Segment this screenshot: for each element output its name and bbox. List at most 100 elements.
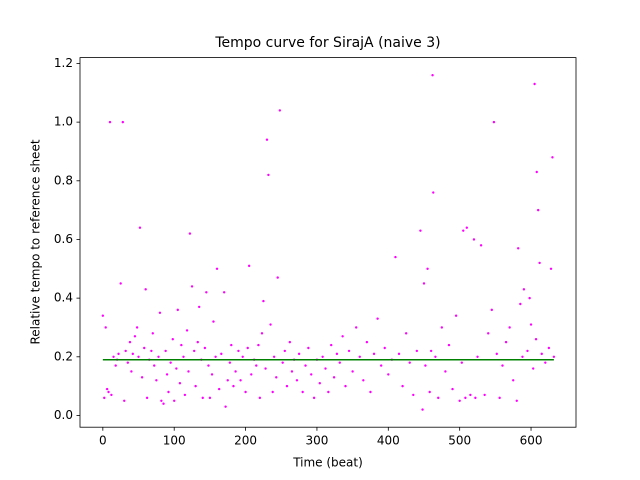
data-point [135, 326, 139, 329]
data-point [476, 355, 479, 358]
data-point [479, 244, 483, 247]
data-point [265, 138, 269, 141]
data-point [158, 311, 162, 314]
data-point [255, 364, 258, 367]
data-point [164, 349, 167, 353]
data-point [121, 120, 125, 124]
data-point [354, 326, 358, 329]
data-point [440, 326, 444, 329]
data-point [415, 349, 419, 353]
data-point [519, 302, 522, 306]
data-point [327, 390, 330, 394]
data-point [239, 379, 242, 382]
data-point [214, 355, 217, 358]
data-point [540, 352, 543, 356]
data-point [474, 396, 477, 400]
data-point [155, 379, 158, 382]
data-point [222, 291, 226, 294]
data-point [145, 396, 149, 400]
data-point [372, 352, 376, 356]
data-point [515, 399, 518, 402]
data-point [105, 387, 109, 391]
x-tick-label: 100 [163, 434, 186, 448]
data-point [257, 343, 260, 347]
data-point [165, 373, 169, 376]
data-point [362, 379, 365, 382]
x-tick-label: 400 [377, 434, 400, 448]
data-point [226, 379, 229, 382]
data-point [185, 329, 189, 332]
data-point [426, 267, 429, 270]
data-point [269, 323, 272, 326]
data-point [241, 355, 244, 358]
data-point [144, 288, 147, 291]
data-point [167, 390, 170, 394]
data-point [114, 364, 117, 367]
data-point [332, 376, 336, 379]
data-point [262, 299, 265, 303]
data-point [521, 355, 524, 358]
data-point [153, 364, 156, 367]
data-point [110, 393, 113, 397]
data-point [123, 399, 126, 402]
data-point [171, 338, 174, 341]
data-point [533, 82, 536, 86]
data-point [119, 282, 122, 285]
data-point [160, 399, 163, 402]
data-point [444, 370, 447, 373]
data-point [288, 340, 292, 344]
data-point [220, 352, 223, 356]
data-point [432, 191, 435, 194]
data-point [547, 346, 551, 350]
data-point [157, 355, 160, 358]
data-point [508, 326, 511, 329]
x-axis-label: Time (beat) [292, 456, 363, 470]
data-point [341, 335, 344, 338]
data-point [335, 352, 339, 356]
data-point [138, 226, 142, 229]
data-point [237, 349, 240, 353]
data-point [307, 346, 310, 350]
data-point [428, 390, 431, 394]
data-point [318, 382, 321, 385]
data-point [278, 109, 282, 112]
data-point [180, 343, 183, 347]
data-point [247, 264, 251, 268]
data-point [250, 373, 253, 376]
data-point [344, 384, 347, 388]
data-point [176, 308, 179, 312]
data-point [175, 367, 178, 370]
data-point [150, 349, 153, 353]
data-point [387, 373, 390, 376]
data-point [358, 355, 361, 358]
data-point [429, 349, 433, 353]
data-point [183, 393, 187, 397]
data-point [107, 390, 110, 394]
y-axis-label: Relative tempo to reference sheet [29, 139, 43, 344]
data-point [394, 255, 397, 259]
data-point [464, 396, 467, 400]
data-point [516, 247, 520, 250]
data-point [208, 396, 212, 400]
data-point [469, 393, 472, 397]
data-point [551, 156, 554, 159]
data-point [194, 384, 197, 388]
data-point [112, 355, 115, 358]
data-point [205, 291, 208, 294]
data-point [137, 355, 140, 358]
data-point [124, 349, 127, 353]
data-point [128, 340, 132, 344]
data-point [437, 396, 440, 400]
data-point [196, 340, 199, 344]
data-point [224, 405, 227, 408]
data-point [162, 402, 165, 405]
data-point [304, 364, 307, 367]
data-point [498, 396, 501, 400]
data-point [424, 364, 427, 367]
data-point [178, 382, 182, 385]
data-point [258, 396, 262, 400]
data-point [419, 229, 422, 232]
data-point [490, 308, 493, 312]
data-point [365, 340, 369, 344]
